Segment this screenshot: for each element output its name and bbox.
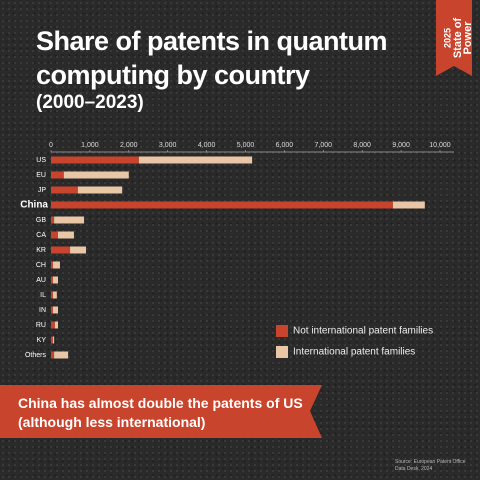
bar-segment	[51, 336, 53, 344]
x-tick-label: 7,000	[315, 142, 333, 149]
bar-segment	[52, 276, 59, 284]
bar-segment	[392, 201, 425, 209]
bar-segment	[77, 186, 123, 194]
x-tick-label: 6,000	[276, 142, 294, 149]
annotation: China has almost double the patents of U…	[18, 395, 303, 430]
bar-segment	[51, 171, 64, 179]
source: Source: European Patent Office Data Desk…	[395, 459, 466, 472]
bar-segment	[51, 231, 59, 239]
x-tick-label: 8,000	[353, 142, 371, 149]
bar-segment	[52, 306, 59, 314]
x-tick-label: 2,000	[120, 142, 138, 149]
bar-segment	[52, 336, 55, 344]
chart-title: Share of patents in quantum computing by…	[36, 26, 388, 90]
legend-swatch	[276, 346, 288, 358]
bar-segment	[70, 246, 87, 254]
x-tick-label: 1,000	[81, 142, 99, 149]
bar-segment	[54, 321, 59, 329]
y-tick-label: AU	[36, 277, 46, 284]
bar-segment	[54, 351, 69, 359]
legend-label: Not international patent families	[293, 326, 433, 337]
bar-segment	[51, 246, 71, 254]
bar-segment	[52, 291, 57, 299]
bar-segment	[51, 261, 53, 269]
y-tick-label: GB	[36, 217, 46, 224]
y-tick-label: IL	[40, 292, 46, 299]
y-tick-label: KY	[37, 337, 47, 344]
x-tick-label: 9,000	[392, 142, 410, 149]
y-tick-label: CA	[36, 232, 46, 239]
legend-swatch	[276, 325, 288, 337]
x-tick-label: 5,000	[237, 142, 255, 149]
bar-segment	[51, 351, 55, 359]
bar-segment	[51, 276, 53, 284]
badge-text: State of	[452, 17, 464, 58]
annotation-banner	[0, 385, 322, 438]
bar-segment	[51, 306, 53, 314]
badge-year: 2025	[442, 28, 452, 48]
x-tick-label: 3,000	[159, 142, 177, 149]
bar-segment	[51, 291, 53, 299]
y-tick-label: JP	[38, 187, 47, 194]
bar-segment	[51, 216, 55, 224]
y-tick-label: CH	[36, 262, 46, 269]
bar-segment	[52, 261, 60, 269]
x-tick-label: 4,000	[198, 142, 216, 149]
y-tick-label: KR	[36, 247, 46, 254]
y-tick-label: IN	[39, 307, 46, 314]
bar-segment	[63, 171, 129, 179]
bar-segment	[51, 201, 393, 209]
y-tick-label: China	[20, 200, 48, 211]
legend-label: International patent families	[293, 347, 415, 358]
y-tick-label: EU	[36, 172, 46, 179]
bar-segment	[51, 156, 139, 164]
bar-segment	[51, 321, 55, 329]
bar-segment	[138, 156, 253, 164]
bar-segment	[51, 186, 78, 194]
y-tick-label: RU	[36, 322, 46, 329]
chart-subtitle: (2000–2023)	[36, 92, 144, 113]
y-tick-label: US	[36, 157, 46, 164]
badge-text: Power	[462, 21, 474, 55]
bar-segment	[54, 216, 85, 224]
y-tick-label: Others	[25, 352, 47, 359]
x-tick-label: 0	[49, 142, 53, 149]
x-tick-label: 10,000	[429, 142, 451, 149]
bar-segment	[58, 231, 74, 239]
badge	[436, 0, 472, 76]
